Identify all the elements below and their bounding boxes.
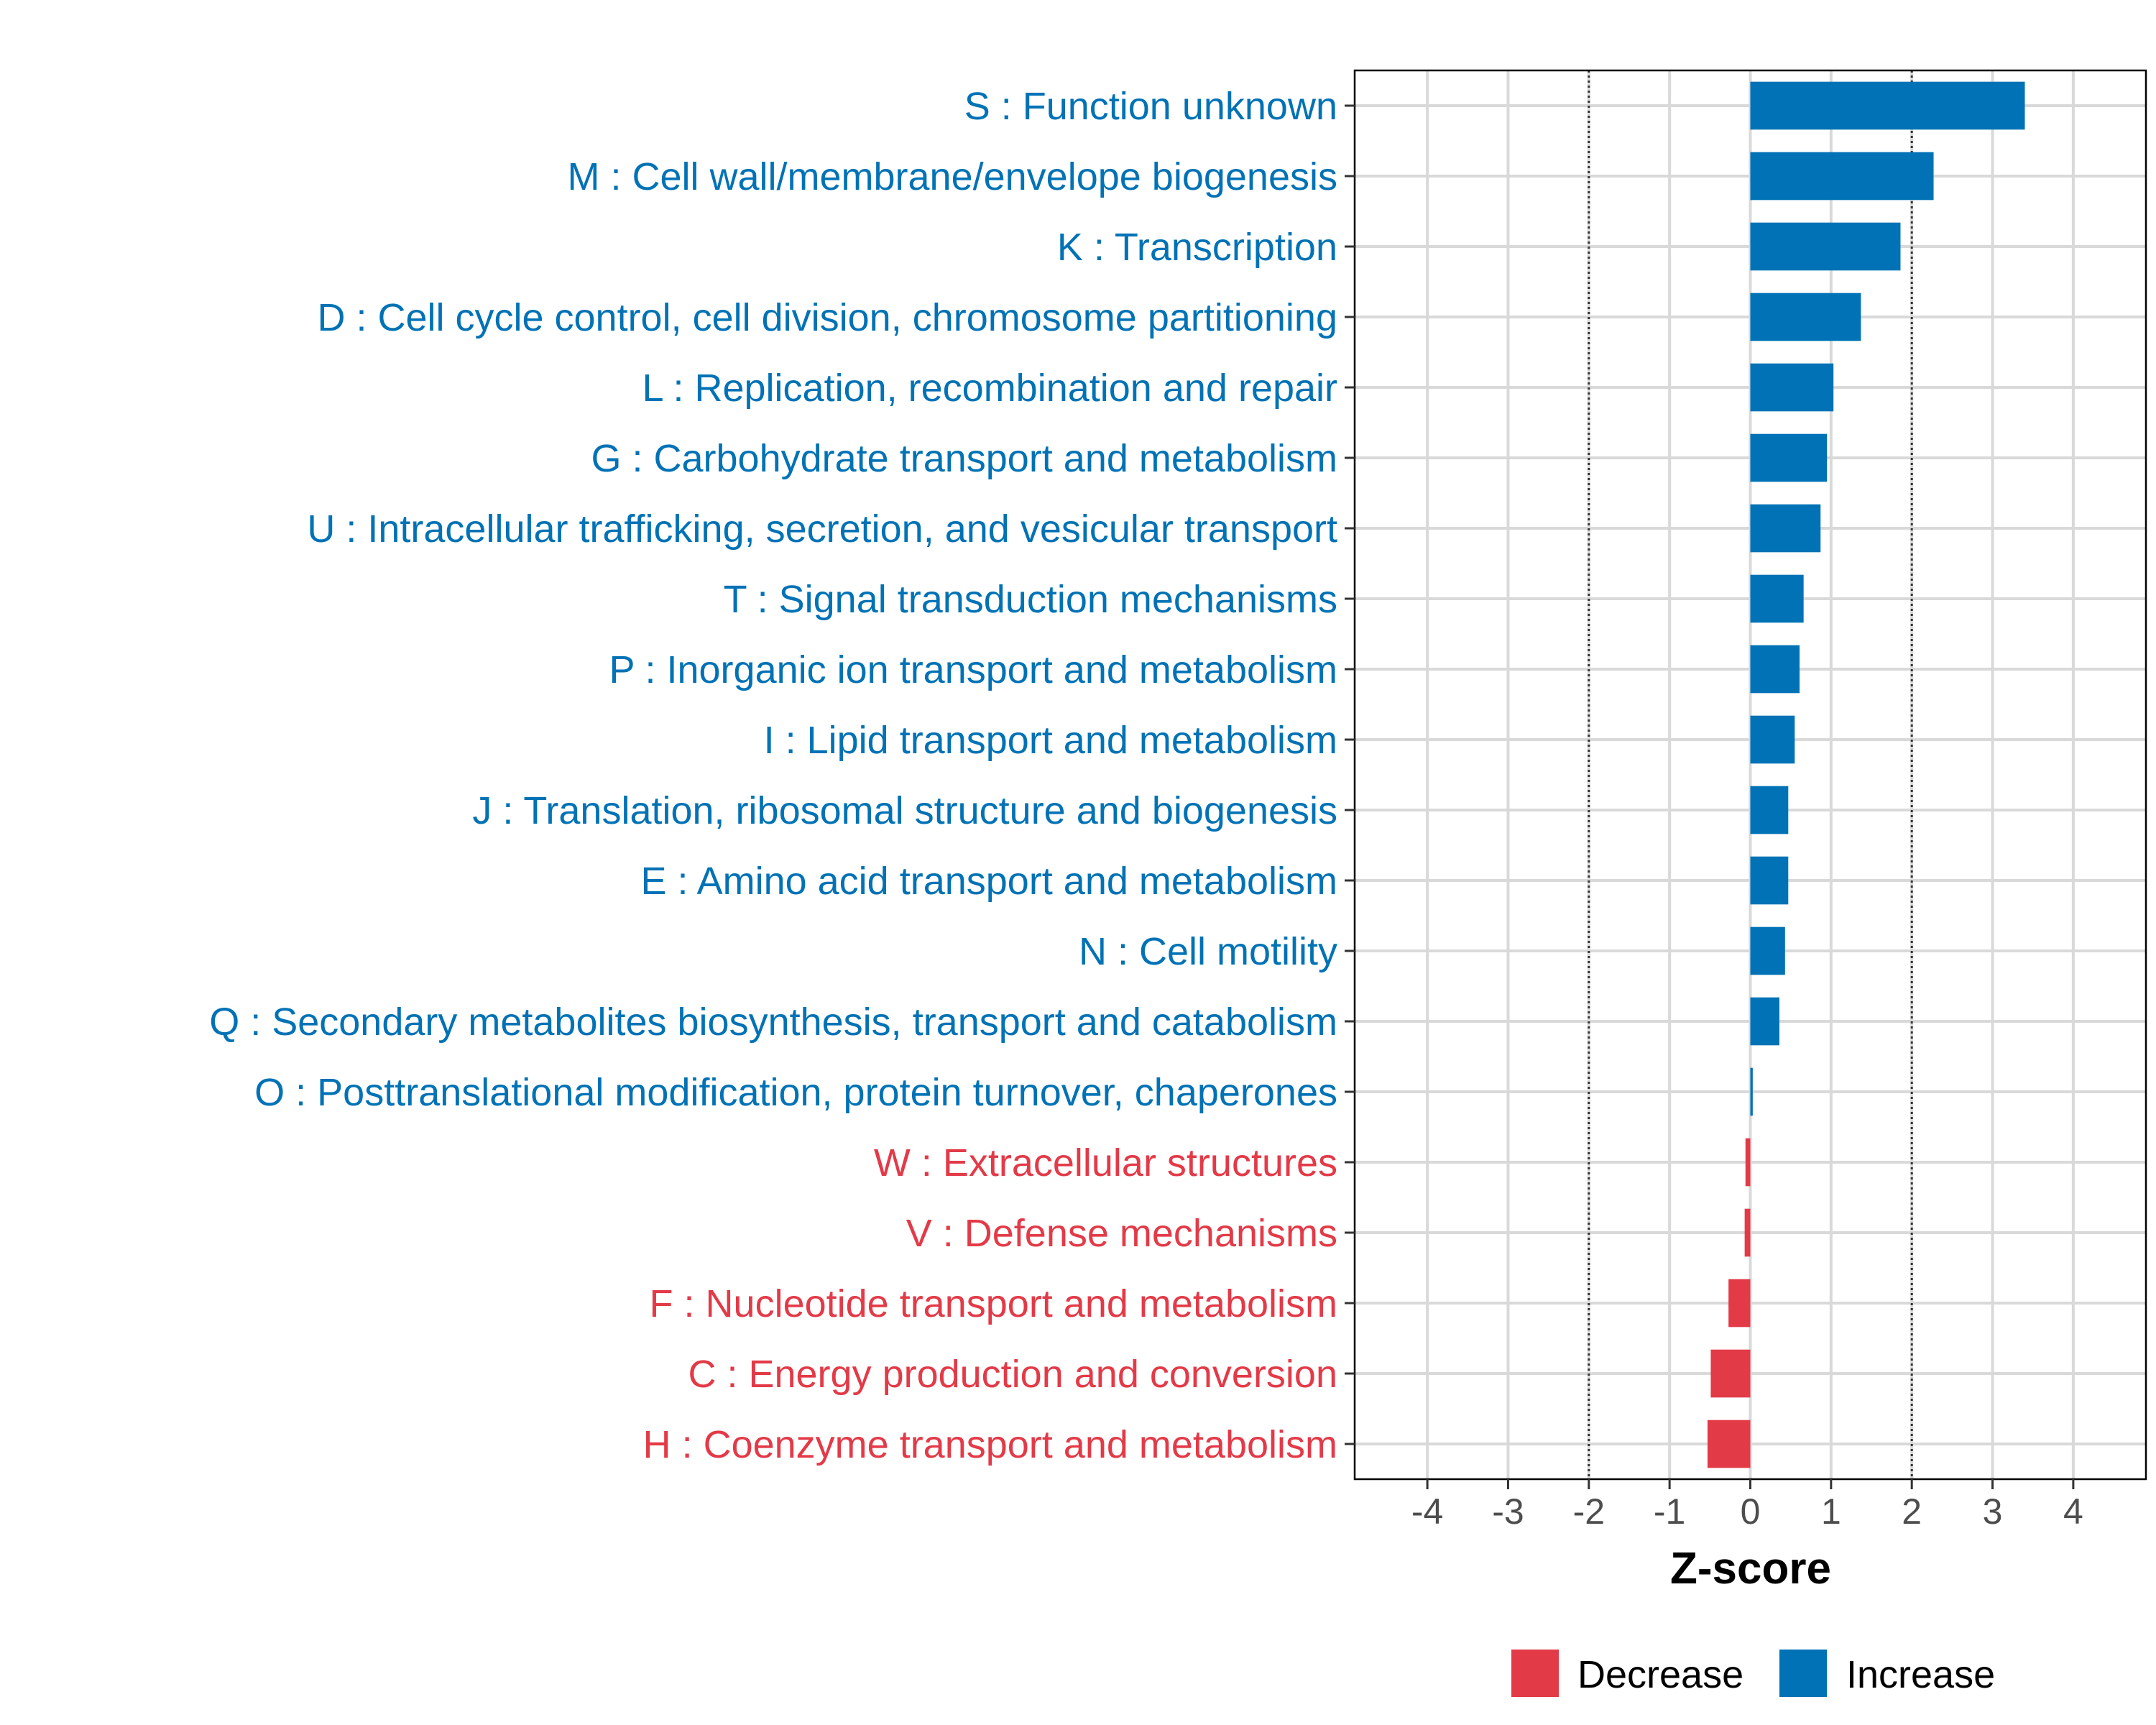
legend-swatch-increase (1779, 1650, 1827, 1697)
y-tick-label-l: L : Replication, recombination and repai… (642, 367, 1337, 410)
x-tick-label-3: 3 (1983, 1491, 2003, 1532)
bars (1707, 81, 2025, 1468)
y-tick-label-s: S : Function unknown (964, 85, 1337, 128)
bar-u (1750, 504, 1821, 553)
bar-o (1750, 1067, 1753, 1116)
y-tick-label-p: P : Inorganic ion transport and metaboli… (609, 648, 1337, 691)
y-tick-label-k: K : Transcription (1057, 226, 1337, 269)
y-axis-ticks: S : Function unknown M : Cell wall/membra… (209, 85, 1355, 1466)
y-tick-label-m: M : Cell wall/membrane/envelope biogenes… (567, 155, 1337, 198)
bar-g (1750, 433, 1828, 482)
y-tick-label-n: N : Cell motility (1079, 930, 1337, 973)
x-axis-ticks: -4 -3 -2 -1 0 1 2 3 4 (1411, 1479, 2083, 1532)
bar-s (1750, 81, 2025, 130)
legend-label-increase: Increase (1846, 1653, 1995, 1696)
x-tick-label--2: -2 (1573, 1491, 1605, 1532)
legend: Decrease Increase (1511, 1650, 1995, 1697)
bar-q (1750, 997, 1779, 1046)
bar-p (1750, 645, 1800, 694)
y-tick-label-e: E : Amino acid transport and metabolism (641, 860, 1337, 903)
bar-f (1728, 1279, 1751, 1328)
y-tick-label-d: D : Cell cycle control, cell division, c… (317, 296, 1337, 339)
bar-e (1750, 856, 1789, 905)
y-tick-label-o: O : Posttranslational modification, prot… (254, 1071, 1337, 1114)
y-tick-label-v: V : Defense mechanisms (906, 1212, 1337, 1255)
bar-v (1744, 1208, 1751, 1257)
x-axis-title: Z-score (1670, 1544, 1831, 1593)
y-tick-label-j: J : Translation, ribosomal structure and… (472, 789, 1337, 832)
x-tick-label-0: 0 (1741, 1491, 1761, 1532)
bar-j (1750, 786, 1789, 834)
x-tick-label-2: 2 (1902, 1491, 1922, 1532)
bar-c (1710, 1349, 1751, 1398)
legend-swatch-decrease (1511, 1650, 1559, 1697)
bar-h (1707, 1420, 1751, 1468)
y-tick-label-g: G : Carbohydrate transport and metabolis… (591, 437, 1338, 480)
legend-label-decrease: Decrease (1577, 1653, 1743, 1696)
y-tick-label-u: U : Intracellular trafficking, secretion… (307, 507, 1337, 551)
x-tick-label--1: -1 (1654, 1491, 1685, 1532)
x-tick-label-4: 4 (2063, 1491, 2083, 1532)
reference-lines (1588, 70, 1913, 1479)
bar-n (1750, 926, 1785, 975)
y-tick-label-c: C : Energy production and conversion (688, 1353, 1337, 1396)
bar-l (1750, 363, 1834, 412)
bar-m (1750, 152, 1934, 201)
bar-d (1750, 293, 1861, 341)
y-tick-label-i: I : Lipid transport and metabolism (764, 719, 1337, 762)
y-tick-label-q: Q : Secondary metabolites biosynthesis, … (209, 1000, 1337, 1044)
y-tick-label-t: T : Signal transduction mechanisms (724, 578, 1337, 621)
bar-w (1745, 1138, 1751, 1187)
y-tick-label-h: H : Coenzyme transport and metabolism (643, 1423, 1337, 1466)
bar-i (1750, 715, 1795, 764)
bar-k (1750, 222, 1901, 271)
y-tick-label-f: F : Nucleotide transport and metabolism (650, 1282, 1337, 1325)
bar-t (1750, 574, 1804, 623)
y-tick-label-w: W : Extracellular structures (874, 1141, 1337, 1184)
x-tick-label--4: -4 (1411, 1491, 1443, 1532)
x-tick-label-1: 1 (1821, 1491, 1841, 1532)
x-tick-label--3: -3 (1492, 1491, 1524, 1532)
